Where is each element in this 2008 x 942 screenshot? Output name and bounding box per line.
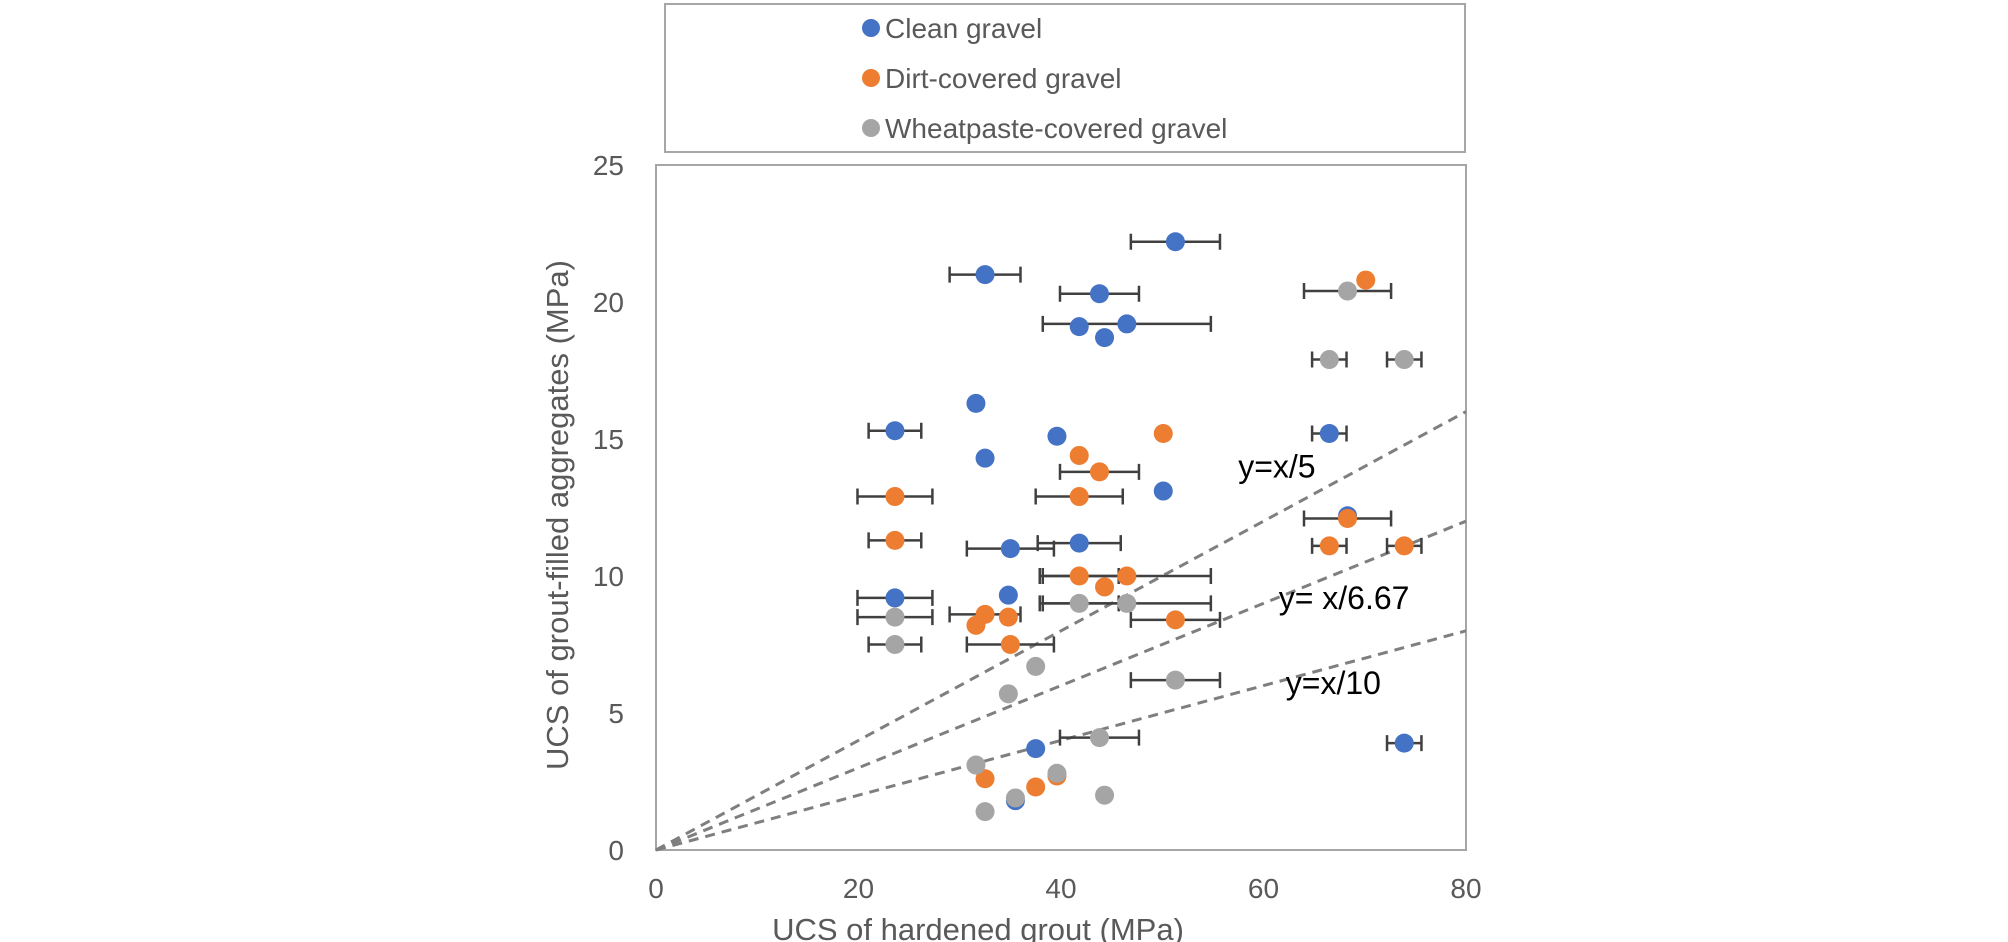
trendlines bbox=[655, 410, 1467, 852]
data-point-wheat bbox=[998, 684, 1018, 704]
data-point-wheat bbox=[1026, 656, 1046, 676]
data-point-dirt bbox=[1069, 566, 1089, 586]
data-point-clean bbox=[1026, 739, 1046, 759]
data-point-clean bbox=[1117, 314, 1137, 334]
legend-label-wheat: Wheatpaste-covered gravel bbox=[885, 113, 1227, 144]
data-point-dirt bbox=[1153, 424, 1173, 444]
y-axis: 0 5 10 15 20 25 bbox=[593, 150, 624, 866]
y-tick-label: 25 bbox=[593, 150, 624, 181]
data-point-clean bbox=[1165, 232, 1185, 252]
data-point-wheat bbox=[1394, 350, 1414, 370]
trendline-label: y=x/10 bbox=[1286, 665, 1381, 701]
data-point-wheat bbox=[975, 802, 995, 822]
data-point-clean bbox=[1069, 317, 1089, 337]
data-point-dirt bbox=[1394, 536, 1414, 556]
data-point-clean bbox=[885, 588, 905, 608]
y-tick-label: 10 bbox=[593, 561, 624, 592]
data-point-clean bbox=[975, 265, 995, 285]
data-point-dirt bbox=[1089, 462, 1109, 482]
data-point-clean bbox=[1089, 284, 1109, 304]
data-point-wheat bbox=[1095, 785, 1115, 805]
data-point-wheat bbox=[966, 755, 986, 775]
data-point-dirt bbox=[966, 615, 986, 635]
data-point-dirt bbox=[998, 607, 1018, 627]
legend-frame bbox=[664, 3, 1466, 153]
trendline-label: y= x/6.67 bbox=[1279, 580, 1410, 616]
x-tick-label: 40 bbox=[1045, 873, 1076, 904]
y-tick-label: 5 bbox=[608, 698, 624, 729]
data-point-wheat bbox=[1338, 281, 1358, 301]
data-point-dirt bbox=[885, 487, 905, 507]
data-point-clean bbox=[975, 448, 995, 468]
trendline-x-over-5 bbox=[655, 410, 1467, 852]
data-point-dirt bbox=[885, 530, 905, 550]
data-point-clean bbox=[1319, 424, 1339, 444]
data-point-dirt bbox=[1095, 577, 1115, 597]
data-point-wheat bbox=[1069, 593, 1089, 613]
data-point-clean bbox=[1069, 533, 1089, 553]
legend: Clean gravel Dirt-covered gravel Wheatpa… bbox=[664, 3, 1466, 153]
trendline-x-over-6-67 bbox=[655, 519, 1467, 852]
data-point-dirt bbox=[1026, 777, 1046, 797]
data-point-dirt bbox=[1319, 536, 1339, 556]
data-point-clean bbox=[1095, 328, 1115, 348]
x-tick-label: 60 bbox=[1248, 873, 1279, 904]
data-point-dirt bbox=[975, 769, 995, 789]
x-tick-label: 0 bbox=[648, 873, 664, 904]
x-tick-label: 20 bbox=[843, 873, 874, 904]
legend-marker-dirt bbox=[862, 69, 880, 87]
data-point-wheat bbox=[1319, 350, 1339, 370]
data-point-wheat bbox=[1005, 788, 1025, 808]
y-tick-label: 0 bbox=[608, 835, 624, 866]
x-axis: 0 20 40 60 80 bbox=[648, 873, 1481, 904]
data-point-dirt bbox=[1356, 270, 1376, 290]
legend-label-clean: Clean gravel bbox=[885, 13, 1042, 44]
data-point-wheat bbox=[1089, 728, 1109, 748]
legend-marker-clean bbox=[862, 19, 880, 37]
legend-entry-dirt: Dirt-covered gravel bbox=[862, 63, 1122, 94]
trendline-label: y=x/5 bbox=[1238, 448, 1315, 484]
data-point-wheat bbox=[1117, 593, 1137, 613]
data-point-dirt bbox=[1165, 610, 1185, 630]
legend-marker-wheat bbox=[862, 119, 880, 137]
data-point-dirt bbox=[1000, 635, 1020, 654]
data-point-dirt bbox=[1069, 445, 1089, 465]
data-points bbox=[885, 232, 1414, 822]
x-tick-label: 80 bbox=[1450, 873, 1481, 904]
data-point-dirt bbox=[1117, 566, 1137, 586]
data-point-clean bbox=[1047, 426, 1067, 446]
data-point-clean bbox=[885, 421, 905, 441]
legend-entry-clean: Clean gravel bbox=[862, 13, 1042, 44]
y-axis-title: UCS of grout-filled aggregates (MPa) bbox=[540, 260, 575, 770]
data-point-wheat bbox=[1047, 763, 1067, 783]
y-tick-label: 15 bbox=[593, 424, 624, 455]
data-point-wheat bbox=[1165, 670, 1185, 690]
data-point-clean bbox=[1394, 733, 1414, 753]
data-point-wheat bbox=[885, 607, 905, 627]
x-axis-title: UCS of hardened grout (MPa) bbox=[772, 912, 1184, 942]
data-point-clean bbox=[998, 585, 1018, 605]
data-point-clean bbox=[966, 393, 986, 413]
data-point-dirt bbox=[1069, 487, 1089, 507]
data-point-clean bbox=[1153, 481, 1173, 501]
data-point-dirt bbox=[1338, 508, 1358, 528]
data-point-wheat bbox=[885, 635, 905, 654]
legend-label-dirt: Dirt-covered gravel bbox=[885, 63, 1122, 94]
y-tick-label: 20 bbox=[593, 287, 624, 318]
trendline-labels: y=x/5 y= x/6.67 y=x/10 bbox=[1238, 448, 1409, 700]
legend-entry-wheat: Wheatpaste-covered gravel bbox=[862, 113, 1227, 144]
trendline-x-over-10 bbox=[655, 629, 1467, 852]
data-point-clean bbox=[1000, 539, 1020, 559]
